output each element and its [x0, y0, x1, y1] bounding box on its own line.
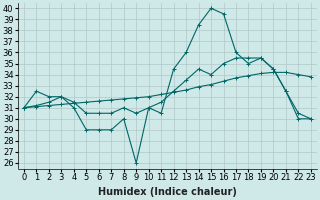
X-axis label: Humidex (Indice chaleur): Humidex (Indice chaleur): [98, 187, 237, 197]
